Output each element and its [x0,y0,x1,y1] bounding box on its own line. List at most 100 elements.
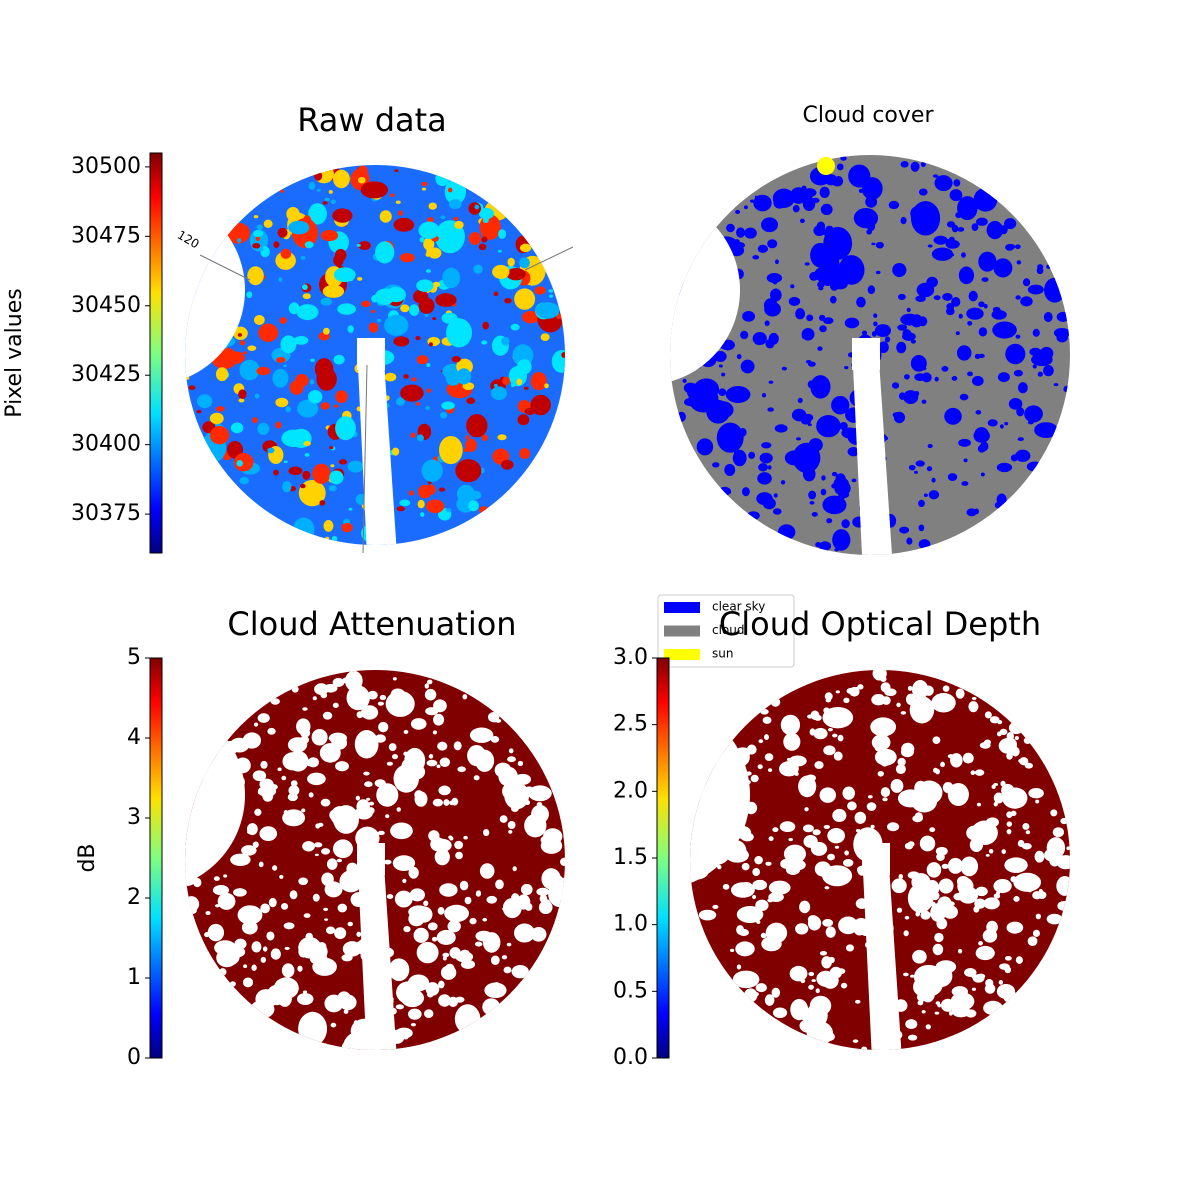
image-blob [273,469,279,476]
image-blob [431,936,438,942]
image-blob [439,883,458,897]
image-blob [237,333,243,337]
image-blob [444,179,467,205]
image-blob [809,501,815,505]
image-mask [670,195,740,385]
image-blob [1046,264,1052,270]
image-blob [287,793,298,802]
image-blob [281,963,295,978]
image-blob [498,229,507,239]
image-blob [425,982,440,996]
image-blob [508,830,513,834]
image-blob [739,882,754,896]
image-blob [334,927,347,940]
image-blob [230,422,244,434]
image-blob [842,786,856,800]
image-blob [764,994,775,1006]
image-blob [806,314,814,322]
image-blob [253,722,259,727]
image-blob [808,984,814,990]
image-blob [447,920,461,933]
image-blob [436,764,441,769]
image-blob [762,716,772,724]
image-blob [844,317,860,329]
image-blob [845,944,855,952]
image-blob [253,229,264,237]
image-blob [895,763,906,775]
image-blob [444,904,469,922]
image-blob [308,203,327,225]
image-blob [1028,787,1044,799]
image-blob [958,266,975,285]
image-blob [769,288,782,302]
image-blob [424,1009,434,1019]
image-blob [493,383,498,388]
image-blob [1043,311,1053,323]
image-blob [304,241,314,249]
image-blob [920,366,927,371]
image-blob [904,842,914,850]
image-blob [1006,828,1012,835]
image-blob [308,390,323,404]
image-blob [738,428,747,437]
image-blob [454,220,464,229]
image-blob [484,982,507,999]
image-blob [1044,277,1066,303]
image-blob [308,181,316,190]
image-blob [1006,821,1013,827]
image-blob [205,911,211,916]
image-blob [955,212,962,219]
image-blob [805,774,817,782]
image-blob [926,276,938,288]
image-blob [400,989,424,1008]
image-blob [718,364,723,368]
image-blob [361,300,371,308]
image-blob [1032,364,1037,369]
image-blob [900,160,909,168]
image-blob [957,226,965,232]
image-blob [855,686,860,690]
image-blob [432,838,452,852]
image-blob [377,830,385,836]
image-blob [1000,780,1006,787]
image-blob [215,367,229,382]
image-blob [335,416,356,441]
image-blob [897,324,908,331]
image-blob [725,489,732,495]
image-blob [986,220,1004,240]
image-blob [270,698,280,705]
image-blob [377,701,384,706]
image-blob [425,269,431,273]
image-blob [823,824,830,829]
image-blob [927,244,933,248]
image-blob [263,219,273,229]
image-blob [408,866,419,879]
image-blob [774,424,788,433]
image-blob [996,493,1007,506]
panel-title: Cloud Optical Depth [719,605,1041,643]
image-blob [1004,218,1017,230]
colorbar-tick-label: 30500 [71,154,141,179]
image-blob [881,696,891,705]
image-blob [1039,346,1054,360]
image-blob [761,936,782,952]
image-blob [417,434,424,442]
image-blob [819,787,837,803]
image-blob [230,853,251,867]
image-blob [741,487,750,497]
image-blob [839,421,848,431]
image-blob [427,922,438,931]
image-blob [437,741,448,751]
image-blob [258,861,264,868]
image-blob [521,310,540,324]
image-blob [768,880,791,895]
image-blob [463,835,468,840]
image-blob [466,414,488,438]
image-blob [497,434,507,441]
image-blob [1004,966,1012,974]
image-blob [332,839,353,859]
image-blob [427,217,434,223]
image-blob [267,727,276,735]
image-blob [1010,810,1017,817]
image-blob [712,462,720,468]
